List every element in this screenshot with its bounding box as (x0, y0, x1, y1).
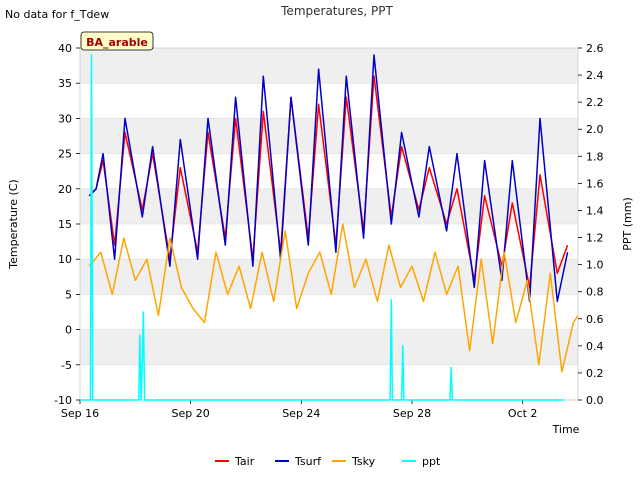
x-tick-label: Sep 24 (282, 407, 320, 420)
y-axis-label: Temperature (C) (7, 179, 20, 269)
y-tick-label: 10 (58, 253, 72, 266)
y2-tick-label: 1.2 (586, 232, 604, 245)
legend-label-ppt: ppt (422, 455, 441, 468)
grid-band (80, 118, 578, 154)
y2-tick-label: 1.6 (586, 177, 604, 190)
y2-tick-label: 1.0 (586, 259, 604, 272)
y2-tick-label: 0.8 (586, 286, 604, 299)
x-tick-label: Sep 20 (172, 407, 210, 420)
y2-tick-label: 0.0 (586, 394, 604, 407)
chart-title: Temperatures, PPT (280, 4, 393, 18)
y-tick-label: 25 (58, 148, 72, 161)
y-tick-label: -5 (61, 359, 72, 372)
series-line-tsurf (88, 54, 569, 303)
y-tick-label: 40 (58, 42, 72, 55)
y-tick-label: 20 (58, 183, 72, 196)
y-tick-label: 35 (58, 77, 72, 90)
legend-label-tsky: Tsky (351, 455, 376, 468)
y-tick-label: 5 (65, 288, 72, 301)
legend-label-tair: Tair (234, 455, 255, 468)
grid-band (80, 48, 578, 84)
site-label-box (80, 31, 154, 51)
y-tick-label: 0 (65, 324, 72, 337)
y-tick-label: 30 (58, 112, 72, 125)
x-axis-label: Time (552, 423, 580, 436)
y2-tick-label: 2.4 (586, 69, 604, 82)
series-line-tsky (88, 223, 579, 373)
y-tick-label: -10 (54, 394, 72, 407)
y2-tick-label: 1.8 (586, 150, 604, 163)
y2-tick-label: 1.4 (586, 204, 604, 217)
y2-axis-label: PPT (mm) (621, 197, 634, 251)
y2-tick-label: 2.6 (586, 42, 604, 55)
site-label: BA_arable (86, 36, 148, 49)
y2-tick-label: 0.4 (586, 340, 604, 353)
x-tick-label: Sep 16 (61, 407, 99, 420)
x-tick-label: Oct 2 (508, 407, 538, 420)
series-line-tair (88, 75, 569, 289)
y2-tick-label: 0.2 (586, 367, 604, 380)
grid-band (80, 329, 578, 365)
x-tick-label: Sep 28 (393, 407, 431, 420)
series-line-ppt (80, 54, 565, 401)
y2-tick-label: 0.6 (586, 313, 604, 326)
legend-label-tsurf: Tsurf (294, 455, 322, 468)
y2-tick-label: 2.0 (586, 123, 604, 136)
y2-tick-label: 2.2 (586, 96, 604, 109)
no-data-note: No data for f_Tdew (5, 8, 110, 21)
y-tick-label: 15 (58, 218, 72, 231)
